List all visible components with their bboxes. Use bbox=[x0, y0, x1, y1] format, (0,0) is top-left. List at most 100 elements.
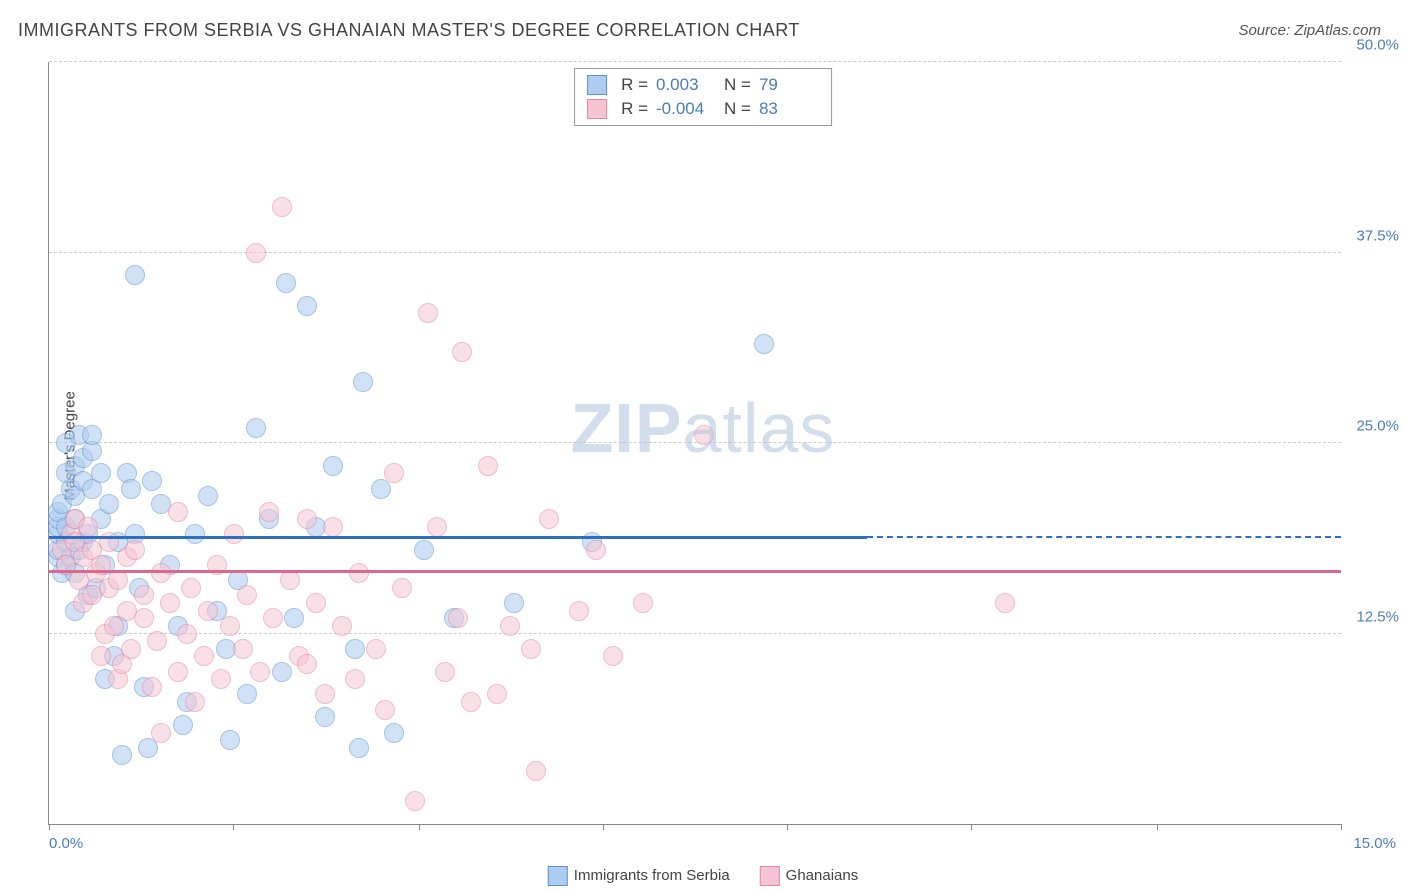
legend-row: R =-0.004N =83 bbox=[587, 97, 819, 121]
regression-line-extrapolated bbox=[867, 536, 1341, 538]
scatter-point bbox=[237, 684, 257, 704]
x-tick bbox=[419, 824, 420, 830]
scatter-point bbox=[272, 662, 292, 682]
x-tick bbox=[603, 824, 604, 830]
scatter-point bbox=[134, 585, 154, 605]
x-tick bbox=[787, 824, 788, 830]
grid-line bbox=[49, 61, 1341, 62]
scatter-point bbox=[263, 608, 283, 628]
scatter-point bbox=[754, 334, 774, 354]
scatter-point bbox=[569, 601, 589, 621]
legend-n-label: N = bbox=[724, 75, 751, 95]
scatter-point bbox=[539, 509, 559, 529]
scatter-point bbox=[306, 593, 326, 613]
scatter-point bbox=[448, 608, 468, 628]
scatter-point bbox=[526, 761, 546, 781]
scatter-point bbox=[220, 730, 240, 750]
scatter-point bbox=[323, 456, 343, 476]
scatter-point bbox=[151, 563, 171, 583]
legend-label: Ghanaians bbox=[786, 867, 859, 884]
legend-r-value: 0.003 bbox=[656, 75, 716, 95]
scatter-point bbox=[487, 684, 507, 704]
x-tick bbox=[49, 824, 50, 830]
scatter-point bbox=[297, 654, 317, 674]
legend-swatch bbox=[587, 99, 607, 119]
legend-n-value: 83 bbox=[759, 99, 819, 119]
scatter-point bbox=[418, 303, 438, 323]
scatter-point bbox=[185, 524, 205, 544]
legend-r-label: R = bbox=[621, 75, 648, 95]
scatter-point bbox=[78, 517, 98, 537]
legend-swatch bbox=[760, 866, 780, 886]
legend-n-label: N = bbox=[724, 99, 751, 119]
scatter-point bbox=[504, 593, 524, 613]
scatter-point bbox=[276, 273, 296, 293]
scatter-point bbox=[332, 616, 352, 636]
scatter-point bbox=[246, 243, 266, 263]
scatter-point bbox=[91, 463, 111, 483]
x-tick bbox=[233, 824, 234, 830]
scatter-point bbox=[181, 578, 201, 598]
scatter-point bbox=[112, 745, 132, 765]
scatter-point bbox=[160, 593, 180, 613]
scatter-point bbox=[272, 197, 292, 217]
scatter-point bbox=[237, 585, 257, 605]
x-tick bbox=[971, 824, 972, 830]
scatter-point bbox=[233, 639, 253, 659]
scatter-point bbox=[461, 692, 481, 712]
x-tick-label-max: 15.0% bbox=[1353, 835, 1396, 852]
grid-line bbox=[49, 442, 1341, 443]
plot-area: 12.5%25.0%37.5%50.0%0.0%15.0% bbox=[48, 62, 1341, 825]
scatter-point bbox=[220, 616, 240, 636]
scatter-point bbox=[345, 639, 365, 659]
scatter-point bbox=[99, 532, 119, 552]
scatter-point bbox=[366, 639, 386, 659]
scatter-point bbox=[435, 662, 455, 682]
scatter-point bbox=[134, 608, 154, 628]
legend-n-value: 79 bbox=[759, 75, 819, 95]
x-tick bbox=[1341, 824, 1342, 830]
scatter-point bbox=[198, 601, 218, 621]
scatter-point bbox=[142, 677, 162, 697]
scatter-point bbox=[500, 616, 520, 636]
scatter-point bbox=[586, 540, 606, 560]
scatter-point bbox=[91, 646, 111, 666]
scatter-point bbox=[125, 540, 145, 560]
x-tick-label-min: 0.0% bbox=[49, 835, 83, 852]
scatter-point bbox=[349, 738, 369, 758]
scatter-point bbox=[405, 791, 425, 811]
legend-item: Immigrants from Serbia bbox=[548, 866, 730, 886]
chart-title: IMMIGRANTS FROM SERBIA VS GHANAIAN MASTE… bbox=[18, 20, 800, 41]
scatter-point bbox=[995, 593, 1015, 613]
scatter-point bbox=[211, 669, 231, 689]
scatter-point bbox=[125, 265, 145, 285]
scatter-point bbox=[173, 715, 193, 735]
scatter-point bbox=[108, 570, 128, 590]
scatter-point bbox=[246, 418, 266, 438]
scatter-point bbox=[147, 631, 167, 651]
scatter-point bbox=[151, 723, 171, 743]
scatter-point bbox=[349, 563, 369, 583]
x-tick bbox=[1157, 824, 1158, 830]
y-tick-label: 25.0% bbox=[1349, 418, 1399, 435]
scatter-point bbox=[297, 509, 317, 529]
legend-r-label: R = bbox=[621, 99, 648, 119]
scatter-point bbox=[633, 593, 653, 613]
scatter-point bbox=[345, 669, 365, 689]
scatter-point bbox=[323, 517, 343, 537]
scatter-point bbox=[353, 372, 373, 392]
grid-line bbox=[49, 633, 1341, 634]
legend-swatch bbox=[587, 75, 607, 95]
y-tick-label: 12.5% bbox=[1349, 608, 1399, 625]
scatter-point bbox=[297, 296, 317, 316]
scatter-point bbox=[521, 639, 541, 659]
grid-line bbox=[49, 252, 1341, 253]
scatter-point bbox=[185, 692, 205, 712]
correlation-legend: R =0.003N =79R =-0.004N =83 bbox=[574, 68, 832, 126]
scatter-point bbox=[194, 646, 214, 666]
scatter-point bbox=[414, 540, 434, 560]
scatter-point bbox=[452, 342, 472, 362]
scatter-point bbox=[259, 502, 279, 522]
scatter-point bbox=[99, 494, 119, 514]
legend-label: Immigrants from Serbia bbox=[574, 867, 730, 884]
